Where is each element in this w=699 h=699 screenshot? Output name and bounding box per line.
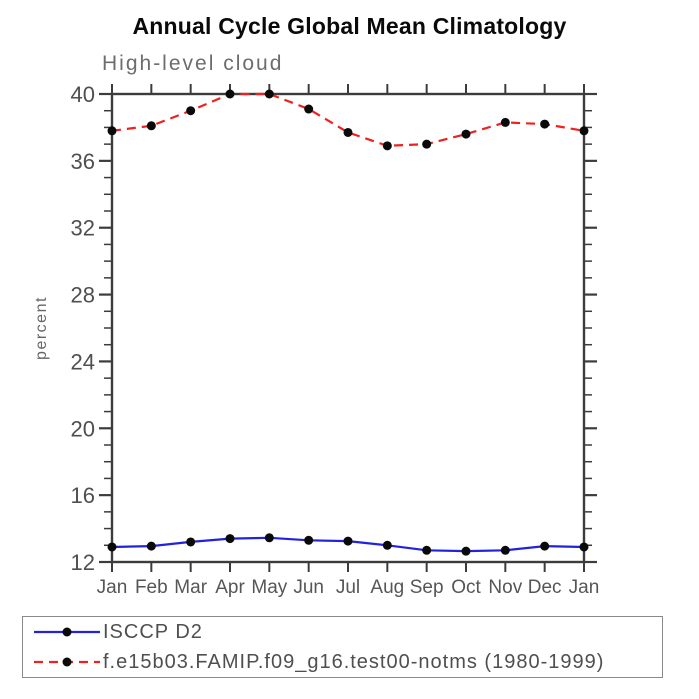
legend-marker-dot — [62, 627, 72, 637]
series-line-1 — [111, 92, 585, 147]
data-point — [343, 127, 353, 137]
x-tick-label: Nov — [488, 577, 522, 598]
legend-item-model: f.e15b03.FAMIP.f09_g16.test00-notms (198… — [23, 648, 662, 677]
data-point — [107, 126, 117, 136]
data-point — [186, 106, 196, 116]
y-tick-label: 32 — [71, 216, 95, 241]
x-tick-label: Aug — [370, 577, 404, 598]
x-tick-label: Sep — [410, 577, 444, 598]
x-tick-label: May — [251, 577, 287, 598]
legend-marker-dot — [62, 657, 72, 667]
data-point — [500, 545, 510, 555]
data-point — [225, 534, 235, 544]
y-tick-label: 28 — [71, 283, 95, 308]
data-point — [540, 119, 550, 129]
x-tick-label: Oct — [451, 577, 481, 598]
y-tick-label: 24 — [71, 349, 95, 374]
x-tick-label: Apr — [215, 577, 245, 598]
data-point — [382, 141, 392, 151]
legend-box: ISCCP D2 f.e15b03.FAMIP.f09_g16.test00-n… — [22, 616, 663, 678]
plot-frame — [110, 92, 586, 564]
data-point — [304, 104, 314, 114]
axis-ticks — [99, 84, 597, 572]
y-tick-label: 12 — [71, 550, 95, 575]
legend-key-solid-line — [34, 627, 100, 637]
data-point — [422, 139, 432, 149]
data-point — [461, 129, 471, 139]
legend-item-isccp: ISCCP D2 — [23, 618, 662, 647]
x-tick-label: Jan — [97, 577, 128, 598]
chart-title: Annual Cycle Global Mean Climatology — [132, 13, 567, 39]
x-tick-labels: Jan Feb Mar Apr May Jun Jul Aug Sep Oct Nov Dec Jan — [97, 577, 600, 598]
data-point — [304, 535, 314, 545]
data-point — [186, 537, 196, 547]
data-point — [579, 542, 589, 552]
y-tick-labels: 12 16 20 24 28 32 36 40 — [71, 82, 95, 575]
data-point — [422, 545, 432, 555]
x-tick-label: Jul — [336, 577, 360, 598]
x-tick-label: Jun — [293, 577, 324, 598]
data-point — [146, 541, 156, 551]
y-tick-label: 40 — [71, 82, 95, 107]
data-point — [461, 546, 471, 556]
y-tick-label: 16 — [71, 483, 95, 508]
x-tick-label: Feb — [135, 577, 168, 598]
data-point — [382, 540, 392, 550]
x-tick-label: Mar — [174, 577, 207, 598]
data-point — [500, 117, 510, 127]
data-point — [540, 541, 550, 551]
x-tick-label: Dec — [528, 577, 562, 598]
data-point — [579, 126, 589, 136]
legend-key-dashed-line — [34, 657, 100, 667]
legend-label: f.e15b03.FAMIP.f09_g16.test00-notms (198… — [103, 650, 605, 673]
series-markers-1 — [107, 89, 589, 151]
data-point — [264, 533, 274, 543]
series-markers-0 — [107, 533, 589, 556]
y-tick-label: 20 — [71, 416, 95, 441]
data-point — [343, 536, 353, 546]
data-point — [107, 542, 117, 552]
plot-area: 12 16 20 24 28 32 36 40 Jan Feb Mar Apr May Jun Jul Aug… — [71, 82, 600, 598]
y-tick-label: 36 — [71, 149, 95, 174]
data-point — [264, 89, 274, 99]
data-point — [146, 121, 156, 131]
data-point — [225, 89, 235, 99]
plot-subtitle: High-level cloud — [102, 52, 284, 75]
legend-label: ISCCP D2 — [103, 620, 203, 643]
x-tick-label: Jan — [569, 577, 600, 598]
